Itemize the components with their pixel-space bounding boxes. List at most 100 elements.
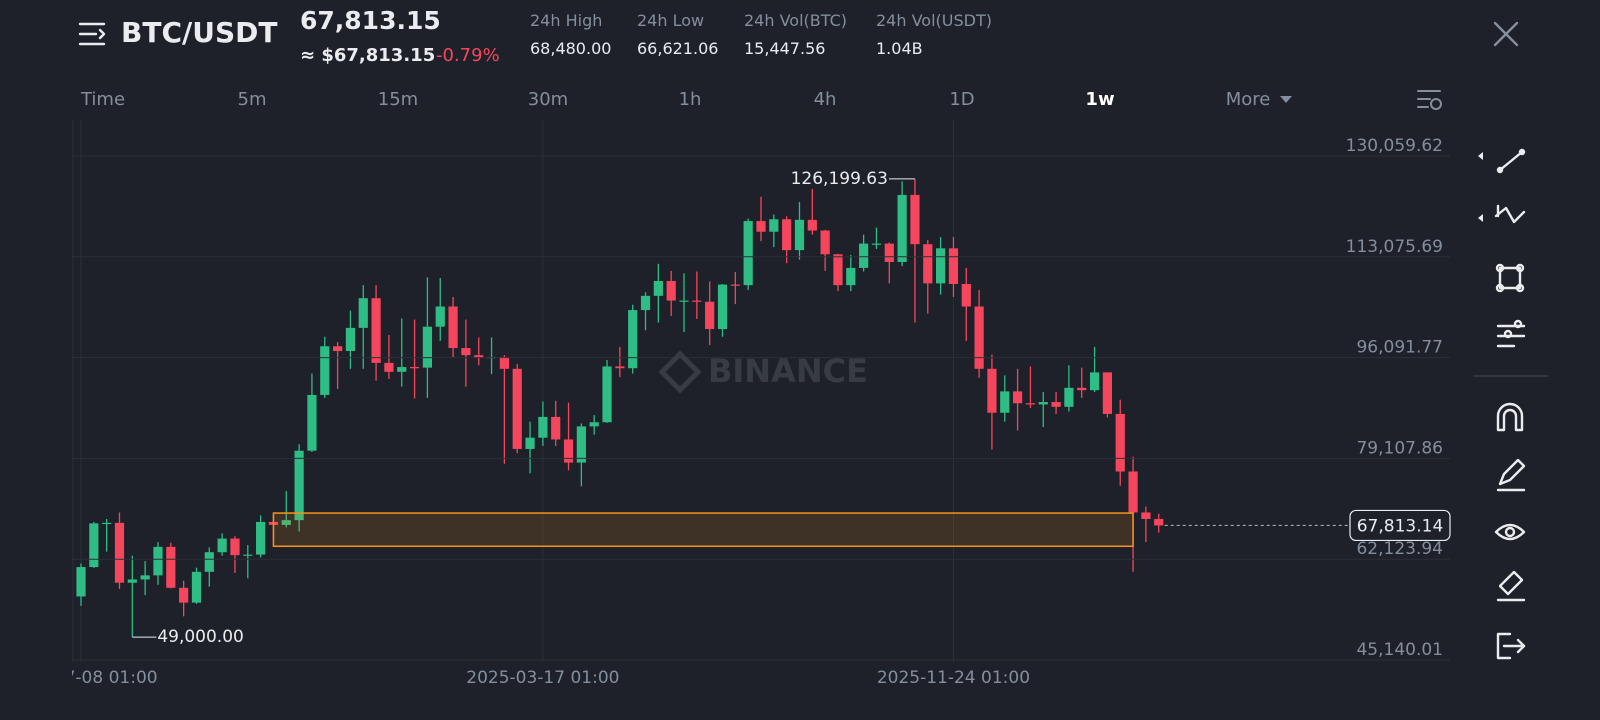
candle-body: [538, 416, 548, 438]
eraser-tool[interactable]: [1496, 570, 1526, 602]
close-button[interactable]: [1492, 20, 1520, 48]
candle-body: [1051, 402, 1061, 407]
price-change: -0.79%: [436, 45, 500, 66]
candle-body: [705, 301, 715, 330]
min-label: 49,000.00: [157, 627, 244, 647]
candle-body: [974, 306, 984, 369]
y-tick-label: 62,123.94: [1356, 539, 1443, 559]
candle-body: [563, 439, 574, 463]
candle-body: [243, 554, 253, 556]
candle-body: [615, 366, 625, 369]
candle-body: [987, 368, 997, 413]
max-label: 126,199.63: [791, 169, 888, 189]
candle-body: [179, 587, 189, 603]
candle-body: [1025, 403, 1036, 405]
candle-body: [1089, 372, 1100, 391]
candle-body: [936, 248, 946, 284]
candle-body: [884, 243, 894, 262]
last-price-box: [1349, 509, 1451, 542]
candle-body: [807, 219, 817, 231]
candle-body: [846, 267, 856, 286]
candle-body: [384, 362, 394, 372]
pair[interactable]: BTC/USDT: [121, 16, 278, 49]
candle-body: [525, 437, 535, 449]
candle-body: [948, 248, 959, 284]
candle-body: [717, 284, 728, 330]
candle-body: [435, 306, 445, 327]
more-arrow[interactable]: [1280, 96, 1292, 103]
candle-body: [102, 522, 112, 525]
candle-body: [409, 367, 420, 369]
candle-body: [345, 327, 356, 352]
chart-settings[interactable]: [1416, 88, 1444, 112]
timeframe[interactable]: 15m: [377, 89, 419, 110]
candle-body: [371, 298, 381, 363]
candle-body: [204, 552, 214, 572]
candle-body: [1154, 518, 1164, 526]
candle-body: [1077, 387, 1087, 391]
candle-body: [820, 230, 830, 255]
candle-body: [1038, 402, 1048, 405]
exit-tool[interactable]: [1496, 632, 1526, 660]
candle-body: [923, 244, 933, 284]
menu-icon[interactable]: [78, 20, 108, 48]
candle-body: [422, 326, 433, 368]
chart: 2024-07-08 01:00 2025-03-17 01:00 2025-11-…: [72, 120, 1451, 688]
candle-body: [833, 254, 843, 286]
candle-body: [294, 450, 304, 521]
candle-body: [871, 243, 882, 245]
candle-body: [89, 523, 99, 568]
x-tick-label: 2025-03-17 01:00: [466, 668, 619, 688]
candle-body: [961, 283, 971, 307]
candle-body: [679, 300, 689, 302]
candle-body: [114, 522, 125, 583]
candle-body: [666, 280, 676, 301]
candle-body: [191, 571, 202, 603]
stat-label: 24h High: [530, 11, 603, 30]
candle-body: [1012, 391, 1023, 404]
candle-body: [653, 280, 663, 296]
candle-body: [1102, 372, 1112, 414]
timeframe[interactable]: 30m: [527, 89, 569, 110]
candle-body: [281, 520, 291, 525]
candle-body: [897, 194, 907, 262]
candle-body: [1000, 391, 1010, 413]
stat-value: 15,447.56: [744, 39, 826, 58]
parallel-tool[interactable]: [1496, 319, 1526, 348]
fib-tool[interactable]: [1494, 204, 1526, 224]
timeframe[interactable]: 1D: [949, 89, 975, 110]
timeframe[interactable]: 1w: [1085, 89, 1115, 110]
y-tick-label: 96,091.77: [1356, 338, 1443, 358]
stat-value: 1.04B: [876, 39, 923, 58]
candle-body: [692, 300, 702, 302]
timeframe[interactable]: Time: [80, 89, 126, 110]
candle-body: [217, 538, 227, 553]
candle-body: [76, 567, 86, 597]
approx-price: ≈ $67,813.15: [300, 45, 436, 66]
stat-value: 66,621.06: [637, 39, 719, 58]
timeframe[interactable]: 5m: [237, 89, 267, 110]
y-tick-label: 130,059.62: [1346, 136, 1443, 156]
candle-body: [602, 366, 612, 423]
candle-body: [794, 219, 805, 251]
trend-line-tool[interactable]: [1496, 148, 1526, 174]
stat-value: 68,480.00: [530, 39, 612, 58]
pen-tool[interactable]: [1496, 458, 1526, 492]
stat-label: 24h Low: [637, 11, 705, 30]
visibility-tool[interactable]: [1494, 523, 1526, 541]
timeframe[interactable]: 4h: [813, 89, 837, 110]
rect-tool[interactable]: [1495, 263, 1525, 293]
timeframe[interactable]: 1h: [678, 89, 702, 110]
candle-body: [628, 310, 638, 369]
candle-body: [461, 348, 471, 356]
candle-body: [358, 298, 368, 328]
candle-body: [1128, 471, 1138, 513]
timeframe[interactable]: More: [1225, 89, 1271, 110]
candle-body: [140, 575, 150, 580]
candle-body: [153, 546, 163, 576]
magnet-tool[interactable]: [1496, 402, 1524, 432]
candle-body: [576, 426, 586, 463]
candle-body: [551, 416, 561, 440]
candle-body: [743, 221, 753, 286]
